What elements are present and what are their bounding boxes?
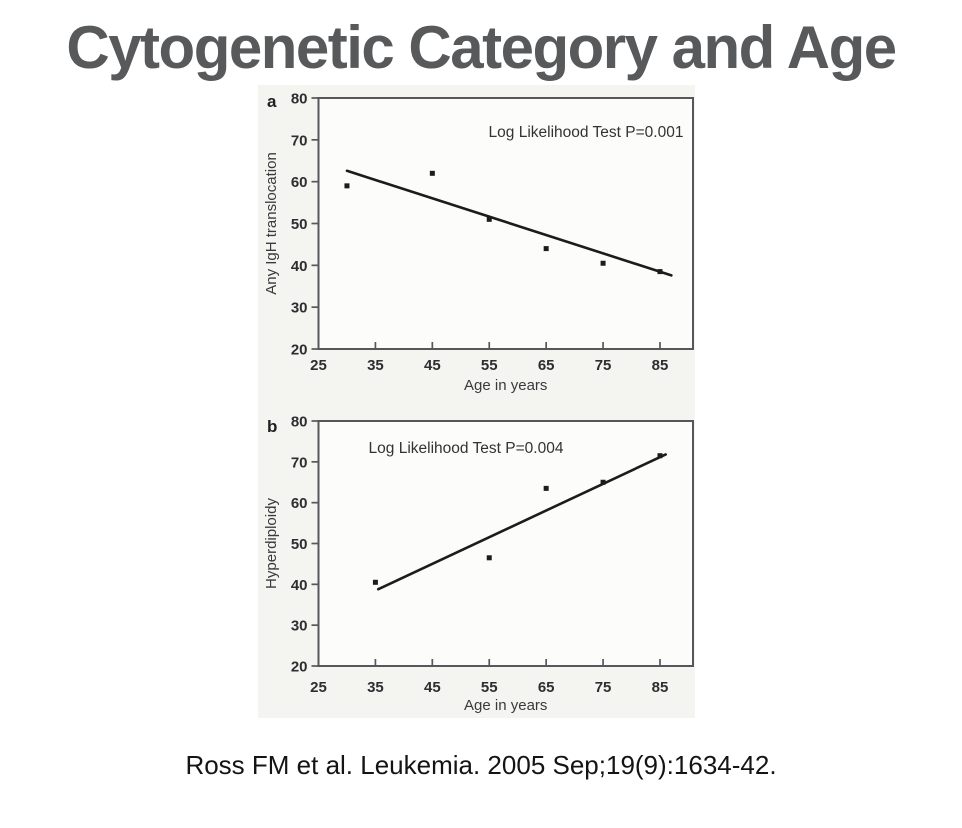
x-tick-label: 45 <box>424 357 441 374</box>
annotation-pvalue: Log Likelihood Test P=0.004 <box>369 440 564 457</box>
data-point <box>429 170 435 176</box>
panel-letter: b <box>267 417 277 436</box>
chart-panel-b: 25 35 45 55 65 75 85 20 30 40 50 60 70 80 Age in years… <box>263 414 694 714</box>
x-tick-label: 55 <box>481 679 498 696</box>
x-axis-label: Age in years <box>464 697 547 714</box>
trend-line <box>345 169 673 277</box>
plot-frame <box>317 420 694 667</box>
data-point <box>600 260 606 266</box>
y-tick-label: 60 <box>291 174 308 191</box>
data-point <box>600 479 606 485</box>
y-tick-label: 50 <box>291 536 308 553</box>
y-tick-label: 20 <box>291 342 308 359</box>
data-point <box>657 269 663 275</box>
y-axis-label: Any IgH translocation <box>263 152 280 295</box>
y-tick-label: 80 <box>291 414 308 431</box>
x-tick-label: 45 <box>424 679 441 696</box>
data-point <box>543 485 549 491</box>
y-tick-label: 70 <box>291 454 308 471</box>
citation-text: Ross FM et al. Leukemia. 2005 Sep;19(9):… <box>185 750 777 780</box>
y-tick-label: 30 <box>291 618 308 635</box>
x-tick-label: 35 <box>367 679 384 696</box>
panel-letter: a <box>267 92 277 111</box>
x-tick-label: 55 <box>481 357 498 374</box>
data-point <box>344 183 350 189</box>
page-title: Cytogenetic Category and Age <box>66 14 897 81</box>
trend-line <box>376 453 667 591</box>
y-tick-label: 50 <box>291 216 308 233</box>
x-tick-label: 85 <box>652 679 669 696</box>
y-tick-label: 40 <box>291 577 308 594</box>
x-tick-label: 75 <box>595 679 612 696</box>
x-axis-label: Age in years <box>464 377 547 394</box>
x-tick-label: 65 <box>538 357 555 374</box>
data-point <box>543 246 549 252</box>
data-point <box>486 555 492 561</box>
annotation-pvalue: Log Likelihood Test P=0.001 <box>489 124 684 141</box>
plot-frame <box>317 97 694 350</box>
x-tick-label: 25 <box>310 679 327 696</box>
x-tick-label: 35 <box>367 357 384 374</box>
y-axis-label: Hyperdiploidy <box>263 498 280 589</box>
x-tick-label: 75 <box>595 357 612 374</box>
data-point <box>486 216 492 222</box>
x-tick-label: 25 <box>310 357 327 374</box>
y-tick-label: 40 <box>291 258 308 275</box>
x-tick-label: 85 <box>652 357 669 374</box>
figure-image: 25 35 45 55 65 75 85 20 30 40 50 60 70 80 Age in years… <box>258 85 695 718</box>
y-tick-label: 20 <box>291 659 308 676</box>
y-tick-label: 60 <box>291 495 308 512</box>
y-tick-label: 70 <box>291 132 308 149</box>
chart-panel-a: 25 35 45 55 65 75 85 20 30 40 50 60 70 80 Age in years… <box>263 91 694 394</box>
y-tick-label: 80 <box>291 91 308 108</box>
data-point <box>372 579 378 585</box>
x-tick-label: 65 <box>538 679 555 696</box>
data-point <box>657 453 663 459</box>
y-tick-label: 30 <box>291 300 308 317</box>
